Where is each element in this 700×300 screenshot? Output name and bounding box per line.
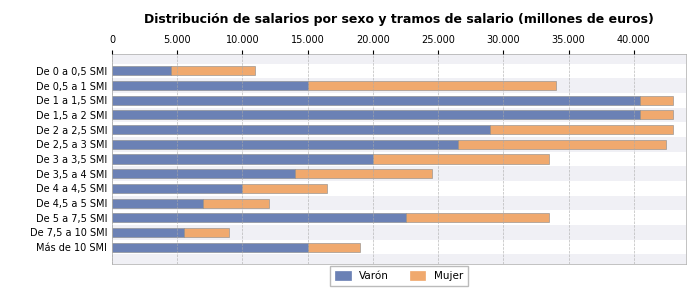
- Bar: [112, 199, 203, 208]
- Bar: [112, 122, 686, 137]
- Bar: [112, 169, 295, 178]
- Bar: [308, 243, 360, 252]
- Legend: Varón, Mujer: Varón, Mujer: [330, 266, 468, 286]
- Bar: [242, 184, 328, 193]
- Bar: [112, 140, 458, 149]
- Bar: [112, 210, 686, 225]
- Bar: [112, 213, 405, 222]
- Bar: [405, 213, 549, 222]
- Bar: [112, 166, 686, 181]
- Bar: [640, 96, 673, 105]
- Bar: [112, 196, 686, 210]
- Bar: [112, 137, 686, 152]
- Bar: [112, 93, 686, 108]
- Bar: [203, 199, 269, 208]
- Bar: [373, 154, 549, 164]
- Title: Distribución de salarios por sexo y tramos de salario (millones de euros): Distribución de salarios por sexo y tram…: [144, 14, 654, 26]
- Bar: [171, 66, 256, 75]
- Bar: [640, 110, 673, 119]
- Bar: [183, 228, 230, 237]
- Bar: [112, 108, 686, 122]
- Bar: [112, 125, 490, 134]
- Bar: [112, 240, 686, 254]
- Bar: [112, 110, 640, 119]
- Bar: [112, 181, 686, 196]
- Bar: [112, 154, 373, 164]
- Bar: [112, 78, 686, 93]
- Bar: [112, 225, 686, 240]
- Bar: [112, 96, 640, 105]
- Bar: [112, 81, 308, 90]
- Bar: [458, 140, 666, 149]
- Bar: [112, 64, 686, 78]
- Bar: [112, 228, 183, 237]
- Bar: [308, 81, 556, 90]
- Bar: [112, 243, 308, 252]
- Bar: [295, 169, 432, 178]
- Bar: [490, 125, 673, 134]
- Bar: [112, 184, 242, 193]
- Bar: [112, 66, 171, 75]
- Bar: [112, 152, 686, 166]
